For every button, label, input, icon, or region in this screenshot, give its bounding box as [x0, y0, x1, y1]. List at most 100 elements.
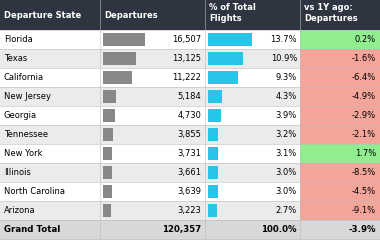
Text: 3.0%: 3.0%: [276, 168, 297, 177]
Text: 3,639: 3,639: [177, 187, 201, 196]
Bar: [0, 106, 100, 125]
Text: 3,661: 3,661: [177, 168, 201, 177]
Bar: [208, 185, 218, 198]
Bar: [100, 125, 205, 144]
Text: 4,730: 4,730: [177, 111, 201, 120]
Text: -1.6%: -1.6%: [352, 54, 376, 63]
Bar: [208, 147, 218, 160]
Bar: [100, 163, 205, 182]
Bar: [208, 128, 218, 141]
Text: 9.3%: 9.3%: [276, 73, 297, 82]
Text: Georgia: Georgia: [4, 111, 37, 120]
Bar: [0, 182, 100, 201]
Bar: [300, 201, 380, 220]
Bar: [0, 30, 100, 49]
Text: New York: New York: [4, 149, 43, 158]
Bar: [0, 201, 100, 220]
Bar: [0, 125, 100, 144]
Bar: [300, 68, 380, 87]
Text: 16,507: 16,507: [172, 35, 201, 44]
Bar: [300, 163, 380, 182]
Text: Departures: Departures: [104, 11, 158, 19]
Bar: [205, 144, 300, 163]
Bar: [205, 49, 300, 68]
Bar: [0, 87, 100, 106]
Bar: [208, 33, 252, 46]
Text: California: California: [4, 73, 44, 82]
Bar: [103, 33, 145, 46]
Text: 3.9%: 3.9%: [276, 111, 297, 120]
Text: New Jersey: New Jersey: [4, 92, 51, 101]
Bar: [300, 87, 380, 106]
Text: 3,855: 3,855: [177, 130, 201, 139]
Text: Tennessee: Tennessee: [4, 130, 48, 139]
Bar: [100, 68, 205, 87]
Text: Texas: Texas: [4, 54, 27, 63]
Bar: [208, 204, 217, 217]
Bar: [0, 220, 380, 239]
Bar: [205, 30, 300, 49]
Bar: [100, 87, 205, 106]
Bar: [205, 68, 300, 87]
Text: 5,184: 5,184: [177, 92, 201, 101]
Bar: [205, 163, 300, 182]
Bar: [0, 0, 380, 30]
Bar: [300, 49, 380, 68]
Bar: [103, 166, 112, 179]
Bar: [100, 201, 205, 220]
Bar: [208, 109, 220, 122]
Bar: [205, 182, 300, 201]
Bar: [300, 182, 380, 201]
Bar: [208, 71, 238, 84]
Text: North Carolina: North Carolina: [4, 187, 65, 196]
Text: 3.0%: 3.0%: [276, 187, 297, 196]
Bar: [0, 49, 100, 68]
Text: -9.1%: -9.1%: [352, 206, 376, 215]
Bar: [103, 52, 136, 65]
Text: Florida: Florida: [4, 35, 33, 44]
Text: 13.7%: 13.7%: [271, 35, 297, 44]
Bar: [300, 144, 380, 163]
Text: -8.5%: -8.5%: [352, 168, 376, 177]
Text: 1.7%: 1.7%: [355, 149, 376, 158]
Text: 3,731: 3,731: [177, 149, 201, 158]
Text: -3.9%: -3.9%: [348, 225, 376, 234]
Bar: [208, 90, 222, 103]
Bar: [0, 68, 100, 87]
Bar: [100, 144, 205, 163]
Text: 11,222: 11,222: [172, 73, 201, 82]
Text: Arizona: Arizona: [4, 206, 36, 215]
Bar: [103, 109, 115, 122]
Text: -2.1%: -2.1%: [352, 130, 376, 139]
Text: -2.9%: -2.9%: [352, 111, 376, 120]
Bar: [103, 147, 112, 160]
Bar: [100, 182, 205, 201]
Text: vs 1Y ago:
Departures: vs 1Y ago: Departures: [304, 3, 358, 23]
Bar: [103, 128, 113, 141]
Bar: [205, 201, 300, 220]
Bar: [0, 163, 100, 182]
Bar: [103, 185, 112, 198]
Bar: [300, 106, 380, 125]
Bar: [100, 30, 205, 49]
Bar: [205, 87, 300, 106]
Bar: [208, 166, 218, 179]
Bar: [300, 125, 380, 144]
Text: -6.4%: -6.4%: [352, 73, 376, 82]
Text: % of Total
Flights: % of Total Flights: [209, 3, 256, 23]
Text: 10.9%: 10.9%: [271, 54, 297, 63]
Text: 120,357: 120,357: [162, 225, 201, 234]
Bar: [103, 71, 131, 84]
Text: 13,125: 13,125: [172, 54, 201, 63]
Text: 3.1%: 3.1%: [276, 149, 297, 158]
Text: 0.2%: 0.2%: [355, 35, 376, 44]
Text: Illinois: Illinois: [4, 168, 31, 177]
Text: 3,223: 3,223: [177, 206, 201, 215]
Bar: [100, 106, 205, 125]
Text: Grand Total: Grand Total: [4, 225, 60, 234]
Bar: [300, 30, 380, 49]
Bar: [100, 49, 205, 68]
Text: -4.9%: -4.9%: [352, 92, 376, 101]
Bar: [103, 204, 111, 217]
Text: 3.2%: 3.2%: [276, 130, 297, 139]
